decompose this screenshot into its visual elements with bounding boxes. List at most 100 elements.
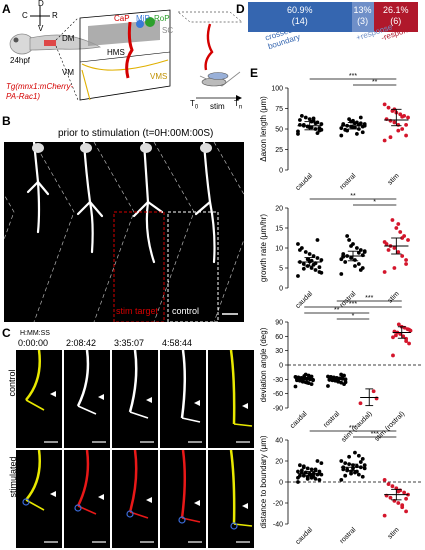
control-frame (208, 350, 254, 448)
data-point (398, 230, 403, 234)
data-point (343, 473, 348, 478)
data-point (391, 353, 395, 358)
data-point (313, 268, 318, 272)
category-label: caudal (289, 410, 309, 430)
data-point (326, 384, 330, 388)
data-point (394, 226, 399, 230)
data-point (341, 252, 346, 256)
data-point (382, 270, 387, 274)
data-point (386, 248, 391, 252)
y-tick-label: 90 (275, 320, 283, 327)
data-point (360, 474, 365, 479)
sc-label: SC (162, 26, 174, 35)
significance-stars: *** (371, 431, 379, 438)
data-point (386, 482, 391, 486)
data-point (307, 252, 312, 256)
stimulation-schematic (177, 11, 243, 101)
data-point (302, 374, 307, 378)
data-point (396, 489, 401, 494)
bar-segment: 26.1% (6) (373, 2, 418, 32)
data-point (382, 138, 387, 143)
data-point (386, 105, 391, 110)
panel-a-schematic (9, 6, 243, 101)
data-point (299, 468, 304, 473)
y-tick-label: 15 (275, 226, 283, 233)
category-label: rostral (339, 172, 358, 191)
data-point (360, 457, 365, 461)
data-point (401, 334, 406, 339)
data-point (407, 327, 411, 332)
data-point (339, 133, 344, 138)
data-point (339, 478, 344, 482)
data-point (349, 471, 353, 476)
data-point (382, 478, 387, 482)
data-point (311, 116, 316, 121)
data-point (396, 501, 401, 505)
data-point (404, 258, 408, 262)
data-point (300, 379, 305, 384)
data-point (313, 121, 318, 126)
data-point (315, 459, 320, 463)
stimulated-frame (160, 450, 206, 548)
data-point (400, 236, 405, 240)
data-point (382, 240, 387, 244)
data-point (343, 461, 348, 465)
y-tick-label: -40 (273, 522, 283, 529)
data-point (326, 374, 330, 379)
data-point (404, 262, 408, 266)
data-point (317, 478, 322, 482)
data-point (305, 466, 310, 471)
data-point (355, 132, 359, 136)
y-tick-label: 30 (275, 348, 283, 355)
data-point (358, 268, 363, 272)
segment-percent: 13% (353, 5, 372, 15)
data-point (382, 513, 387, 518)
significance-stars: * (373, 199, 376, 206)
data-point (313, 467, 318, 472)
data-point (362, 463, 367, 468)
data-point (396, 322, 401, 327)
y-axis-label: growth rate (μm/hr) (259, 214, 268, 283)
stim-label: stim (210, 102, 225, 111)
data-point (388, 495, 393, 500)
data-point (407, 341, 411, 346)
data-point (349, 119, 353, 124)
response-stacked-bar: 60.9% (14) 13% (3) 26.1% (6) (248, 2, 418, 32)
vm-label: VM (62, 68, 74, 77)
data-point (309, 266, 314, 270)
y-tick-label: 75 (275, 106, 283, 113)
data-point (404, 339, 409, 344)
category-label: rostral (322, 410, 341, 429)
stimulated-frame (112, 450, 158, 548)
y-tick-label: 20 (275, 206, 283, 213)
category-label: caudal (295, 172, 315, 192)
bar-segment: 60.9% (14) (248, 2, 352, 32)
dm-label: DM (62, 34, 75, 43)
y-tick-label: 50 (275, 127, 283, 134)
y-tick-label: -20 (273, 501, 283, 508)
data-point (388, 118, 393, 123)
data-point (392, 246, 397, 250)
data-point (319, 258, 324, 262)
y-tick-label: 10 (275, 246, 283, 253)
data-point (293, 384, 298, 389)
data-point (355, 246, 359, 250)
y-tick-label: 40 (275, 438, 283, 445)
data-point (388, 135, 393, 140)
y-axis-label: deviation angle (deg) (259, 327, 268, 402)
data-point (339, 272, 344, 276)
hms-label: HMS (107, 48, 125, 57)
data-point (371, 389, 376, 394)
rop-label: RoP (154, 14, 170, 23)
significance-stars: *** (365, 295, 373, 302)
data-point (301, 262, 306, 266)
significance-stars: ** (334, 307, 340, 314)
data-point (360, 253, 365, 258)
data-point (309, 382, 314, 387)
spinal-cord-diagram (79, 9, 171, 101)
data-point (404, 133, 408, 138)
panel-b-label: B (2, 114, 11, 128)
data-point (296, 274, 300, 278)
data-point (391, 335, 395, 340)
